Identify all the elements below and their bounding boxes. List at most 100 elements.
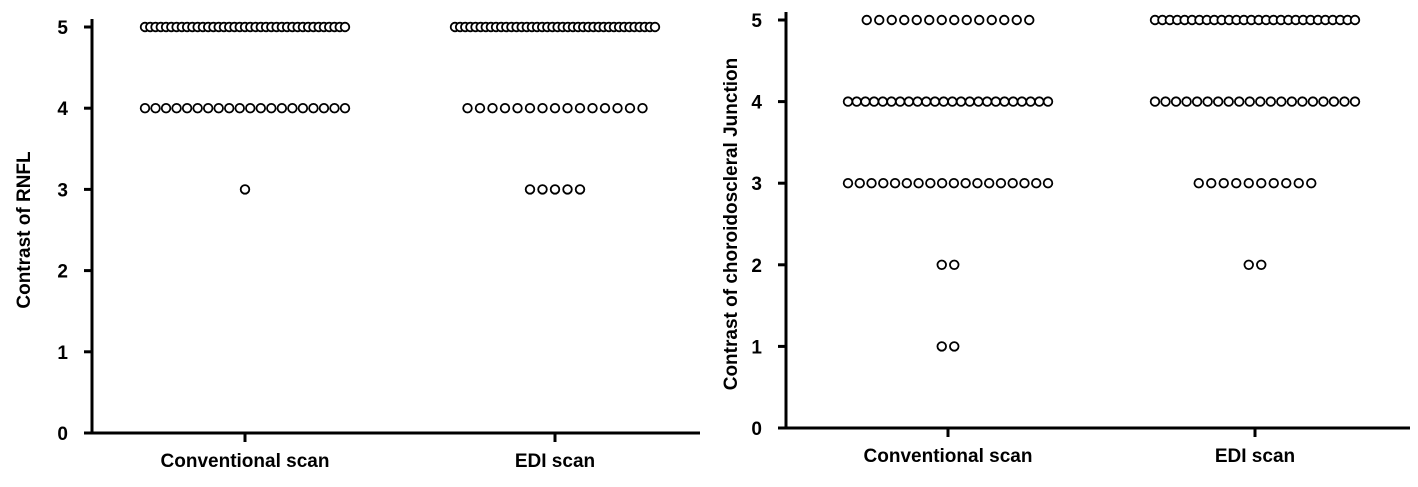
dot [1218, 177, 1229, 189]
y-tick-label: 4 [751, 93, 762, 114]
y-tick-label: 2 [751, 256, 762, 277]
dot [894, 96, 906, 107]
dot [868, 96, 880, 107]
dot [1042, 177, 1054, 189]
dot [901, 177, 913, 189]
dot [139, 102, 151, 114]
y-tick-label: 2 [57, 262, 68, 283]
y-tick-label: 0 [57, 424, 68, 445]
dot [1008, 96, 1019, 107]
dot [1281, 177, 1292, 189]
dot [1202, 96, 1213, 107]
dot [213, 102, 224, 114]
dot [842, 96, 854, 107]
y-axis-label: Contrast of choroidoscleral Junction [721, 58, 742, 391]
dot [562, 102, 573, 114]
dot [948, 177, 960, 189]
dot [318, 102, 330, 114]
dot [537, 184, 548, 195]
dot [637, 102, 648, 114]
dot [973, 96, 984, 107]
dot [266, 102, 277, 114]
dot [1042, 96, 1054, 107]
y-tick-label: 3 [57, 180, 68, 201]
dot [999, 96, 1010, 107]
dot [574, 102, 586, 114]
dot [1034, 96, 1045, 107]
dot [999, 14, 1010, 26]
dot [936, 14, 947, 26]
dot [574, 184, 586, 195]
dot [562, 184, 573, 195]
dot [995, 177, 1007, 189]
dot [1206, 177, 1217, 189]
dot [936, 341, 947, 352]
dot [860, 96, 871, 107]
dot [1306, 177, 1317, 189]
dot [949, 259, 960, 271]
dot [938, 96, 949, 107]
dot [549, 184, 561, 195]
dot [974, 14, 985, 26]
dot [1293, 177, 1304, 189]
dot [899, 14, 910, 26]
dot [499, 102, 511, 114]
dot [297, 102, 309, 114]
dot [861, 14, 872, 26]
dot [1318, 96, 1329, 107]
dot [171, 102, 182, 114]
dot [649, 21, 661, 33]
dot [1244, 96, 1255, 107]
y-tick-label: 4 [57, 99, 68, 120]
dot [1170, 96, 1182, 107]
dot [1243, 259, 1254, 271]
dot [624, 102, 636, 114]
dot [911, 14, 922, 26]
dot [972, 177, 983, 189]
dot [150, 102, 161, 114]
dot [924, 14, 935, 26]
dot [339, 21, 351, 33]
dot [276, 102, 288, 114]
y-tick-label: 1 [751, 337, 762, 358]
dot [1011, 14, 1022, 26]
dot [524, 102, 536, 114]
dot [936, 259, 947, 271]
dot [889, 177, 901, 189]
dot [949, 14, 960, 26]
dot [1024, 14, 1035, 26]
dot [1181, 96, 1192, 107]
dot [981, 96, 993, 107]
dot [1149, 96, 1161, 107]
dot [1025, 96, 1036, 107]
dot [1212, 96, 1224, 107]
dot [960, 177, 971, 189]
y-tick-label: 1 [57, 343, 68, 364]
dot [947, 96, 958, 107]
dot [886, 14, 897, 26]
dot [239, 184, 251, 195]
dot [339, 102, 351, 114]
dot [874, 14, 885, 26]
dot [912, 96, 923, 107]
dot [1286, 96, 1298, 107]
dot [851, 96, 862, 107]
dot [964, 96, 975, 107]
dot [1328, 96, 1340, 107]
dot [986, 14, 997, 26]
dot [866, 177, 877, 189]
dot [842, 177, 854, 189]
dot [1234, 96, 1245, 107]
dot [1223, 96, 1234, 107]
dot [1016, 96, 1028, 107]
dot [1307, 96, 1319, 107]
dot [955, 96, 967, 107]
dot [1193, 177, 1204, 189]
dot [903, 96, 915, 107]
dot [1231, 177, 1242, 189]
dot [599, 102, 611, 114]
dot [1265, 96, 1276, 107]
dot [1243, 177, 1254, 189]
dot [1276, 96, 1287, 107]
dot [245, 102, 256, 114]
